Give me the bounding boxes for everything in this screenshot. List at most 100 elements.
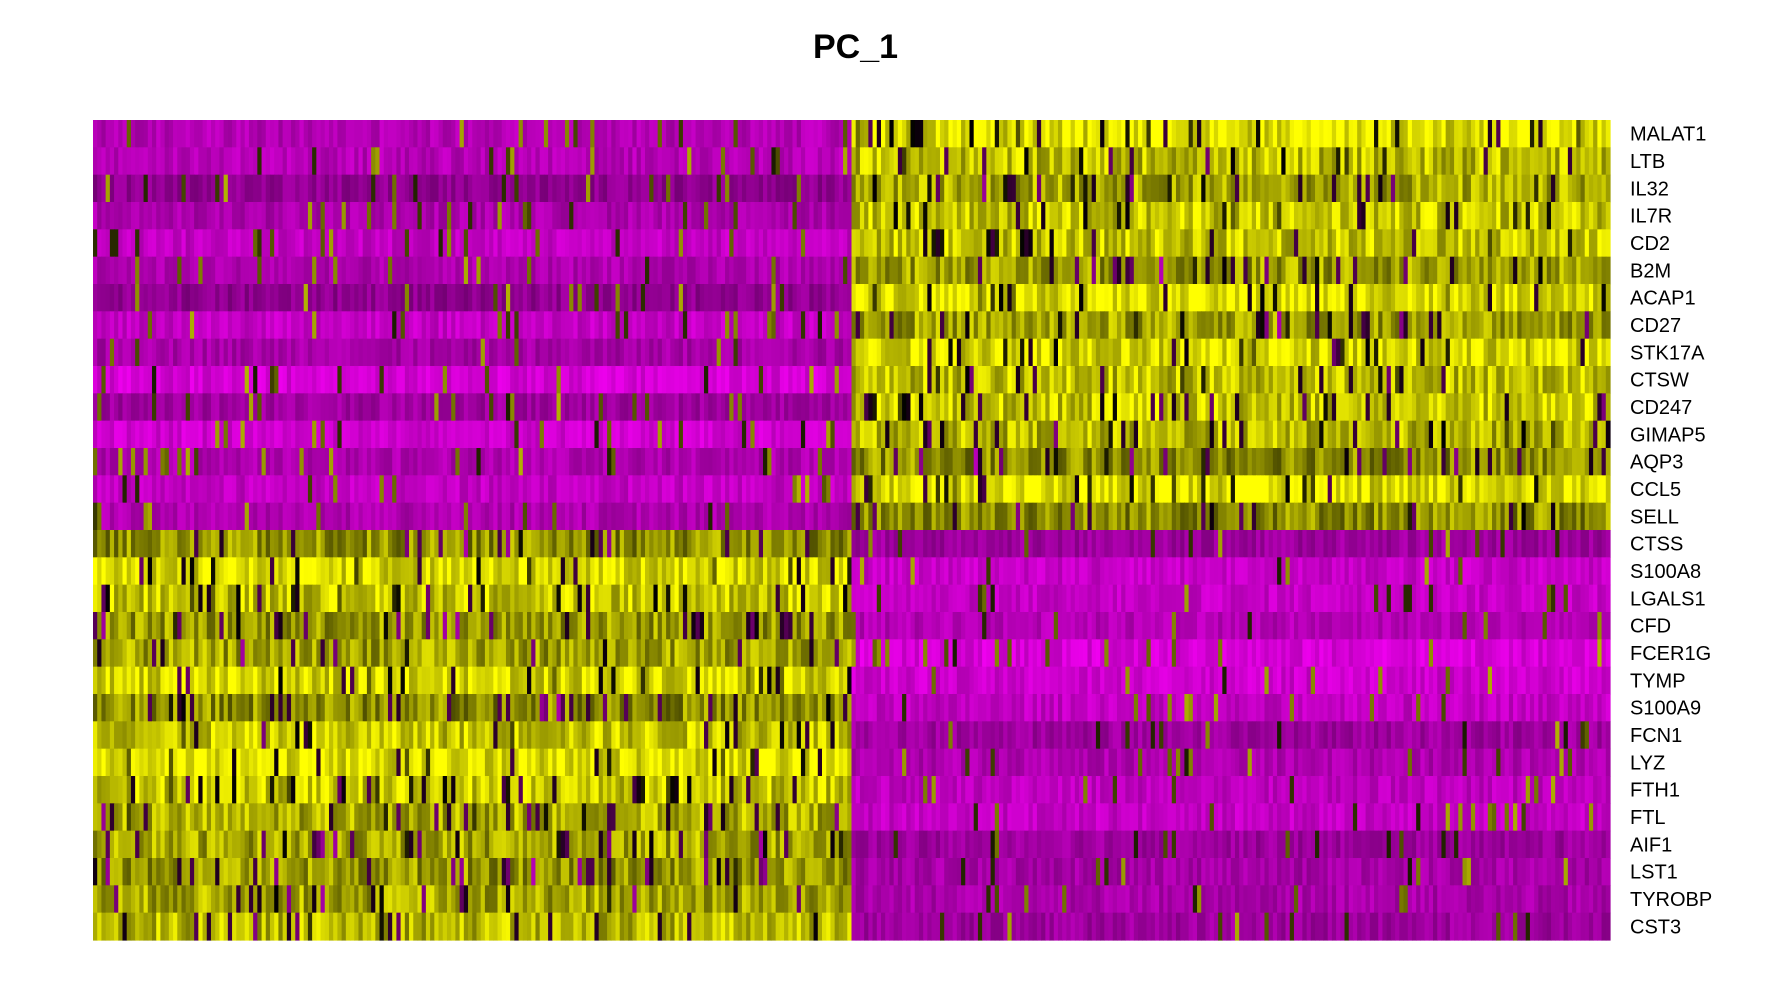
heatmap-cell [1028,393,1034,422]
heatmap-cell [518,256,524,285]
heatmap-cell [371,338,376,367]
heatmap-cell [1374,475,1379,504]
heatmap-cell [97,448,103,476]
heatmap-cell [1386,311,1392,340]
heatmap-cell [1116,284,1122,312]
heatmap-cell [800,475,806,504]
heatmap-cell [194,393,199,422]
heatmap-cell [826,393,832,422]
heatmap-cell [489,311,494,340]
heatmap-cell [1184,147,1190,176]
heatmap-cell [438,475,444,504]
heatmap-cell [1230,393,1236,422]
heatmap-cell [1517,229,1523,258]
heatmap-cell [1133,120,1139,148]
heatmap-cell [328,311,334,340]
heatmap-cell [320,311,326,340]
heatmap-cell [1116,475,1122,504]
heatmap-cell [775,366,781,394]
heatmap-cell [687,229,692,258]
heatmap-cell [299,420,305,449]
heatmap-cell [961,338,966,367]
heatmap-cell [484,475,490,504]
heatmap-cell [383,120,389,148]
heatmap-cell [982,174,987,203]
heatmap-cell [375,311,381,340]
heatmap-cell [1458,448,1464,476]
heatmap-cell [181,393,187,422]
heatmap-cell [1129,284,1135,312]
heatmap-cell [838,448,844,476]
heatmap-cell [236,475,242,504]
heatmap-cell [914,284,920,312]
heatmap-cell [198,338,204,367]
heatmap-cell [1584,366,1590,394]
heatmap-cell [135,202,140,230]
heatmap-cell [223,420,229,449]
heatmap-cell [1399,366,1405,394]
heatmap-cell [977,393,983,422]
heatmap-cell [1125,475,1131,504]
heatmap-cell [409,338,414,367]
heatmap-cell [1483,420,1489,449]
heatmap-cell [202,174,208,203]
heatmap-cell [1074,256,1080,285]
heatmap-cell [737,475,743,504]
heatmap-cell [1580,448,1586,476]
heatmap-cell [1079,311,1084,340]
heatmap-cell [1369,311,1375,340]
heatmap-cell [295,147,301,176]
heatmap-cell [1201,202,1207,230]
heatmap-cell [455,475,461,504]
heatmap-cell [232,338,237,367]
heatmap-cell [851,147,857,176]
heatmap-cell [1496,147,1502,176]
heatmap-cell [927,174,933,203]
heatmap-cell [965,338,971,367]
heatmap-cell [539,202,545,230]
heatmap-cell [1348,311,1354,340]
heatmap-cell [1213,284,1219,312]
heatmap-cell [716,311,722,340]
heatmap-cell [130,147,136,176]
heatmap-cell [1133,311,1139,340]
heatmap-cell [657,256,663,285]
heatmap-cell [114,202,119,230]
heatmap-cell [729,420,735,449]
heatmap-cell [350,338,355,367]
heatmap-cell [118,393,124,422]
heatmap-cell [649,366,655,394]
heatmap-cell [194,256,199,285]
heatmap-cell [704,120,709,148]
heatmap-cell [1239,202,1244,230]
heatmap-cell [227,366,233,394]
heatmap-cell [1268,120,1274,148]
heatmap-cell [177,475,183,504]
heatmap-cell [341,120,347,148]
heatmap-cell [404,147,410,176]
heatmap-cell [640,366,646,394]
heatmap-cell [189,147,195,176]
heatmap-cell [379,311,385,340]
heatmap-cell [1277,393,1282,422]
heatmap-cell [977,311,983,340]
heatmap-cell [657,174,663,203]
heatmap-cell [202,147,208,176]
heatmap-cell [725,120,730,148]
heatmap-cell [1504,229,1510,258]
heatmap-cell [101,311,107,340]
heatmap-cell [210,475,216,504]
heatmap-cell [1306,393,1312,422]
heatmap-cell [413,147,419,176]
heatmap-cell [1289,147,1295,176]
heatmap-cell [763,338,768,367]
heatmap-cell [371,393,376,422]
heatmap-cell [800,393,806,422]
heatmap-cell [602,202,608,230]
heatmap-cell [750,256,756,285]
heatmap-cell [219,147,225,176]
heatmap-cell [712,475,718,504]
heatmap-cell [1142,311,1148,340]
heatmap-cell [396,311,402,340]
heatmap-cell [1437,174,1443,203]
